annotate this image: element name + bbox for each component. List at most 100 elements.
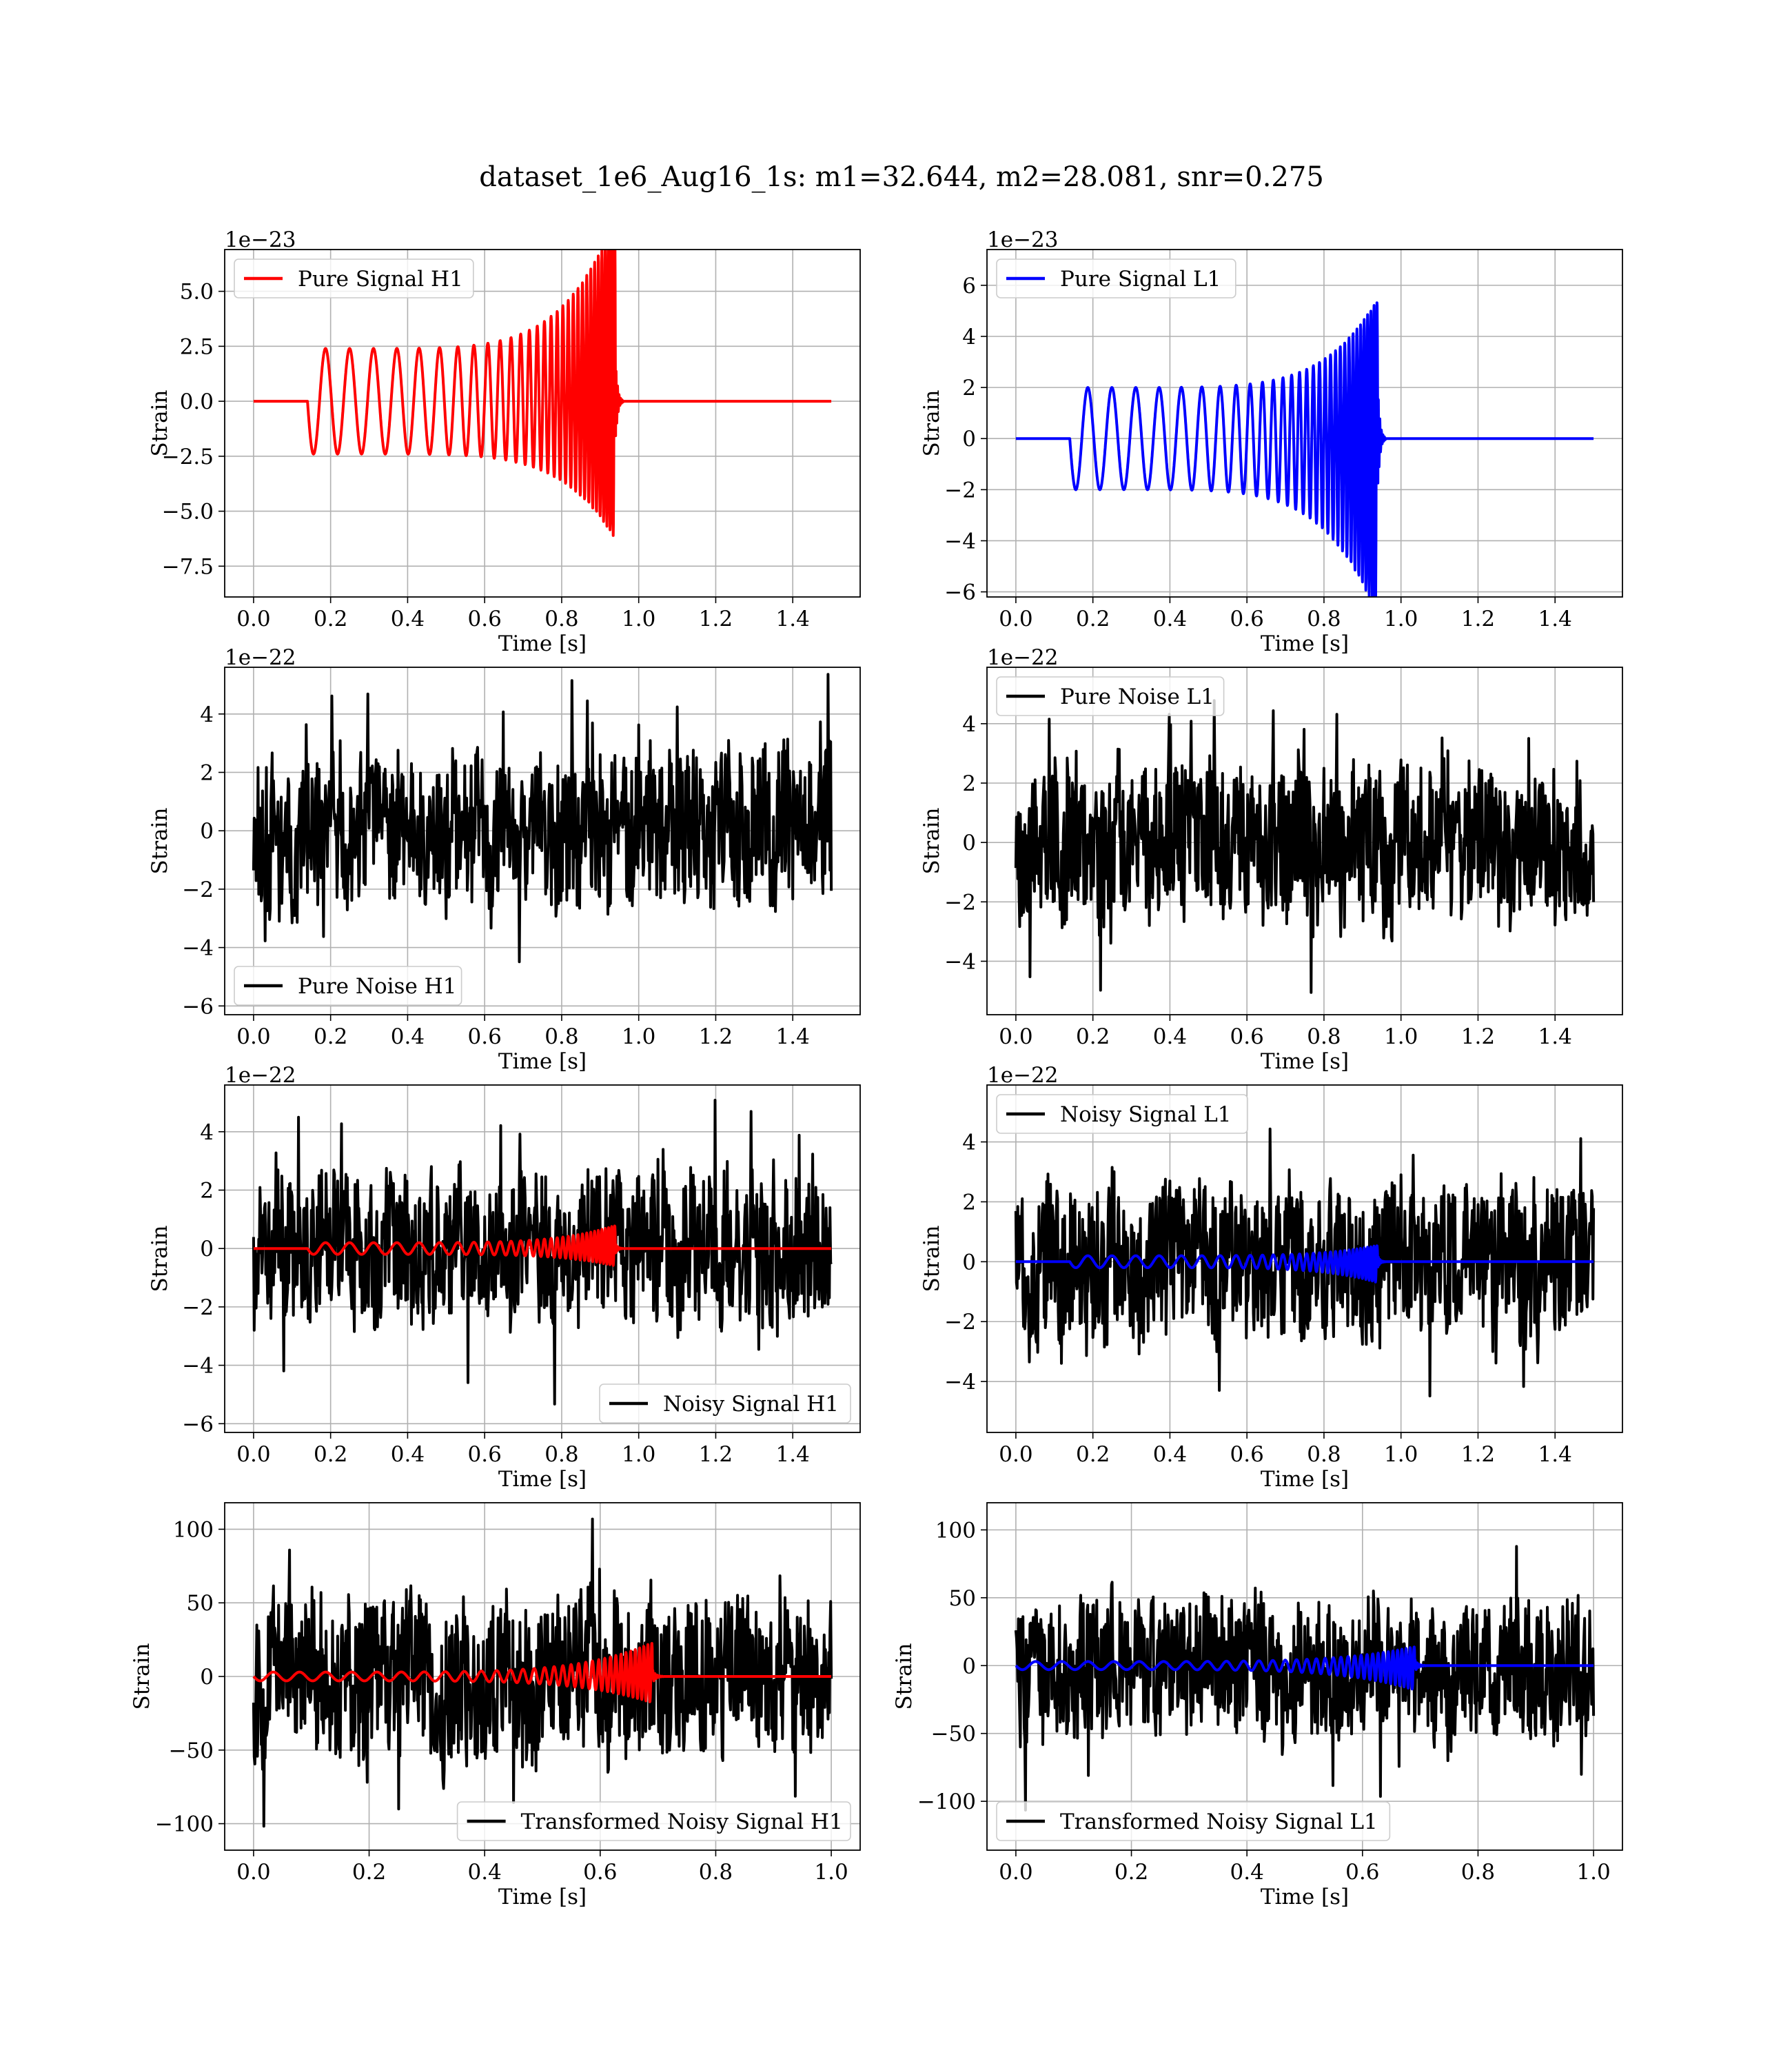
y-tick-label: 2 <box>962 1190 976 1215</box>
x-axis-label: Time [s] <box>1261 631 1349 656</box>
y-tick-label: −4 <box>944 1370 976 1395</box>
y-tick-label: −4 <box>944 949 976 974</box>
x-tick-label: 0.4 <box>391 607 425 631</box>
x-tick-label: 1.0 <box>1576 1860 1610 1885</box>
legend-label: Pure Noise H1 <box>298 974 456 999</box>
legend-label: Noisy Signal H1 <box>663 1392 839 1417</box>
y-axis-label: Strain <box>147 808 172 875</box>
x-tick-label: 1.4 <box>776 1024 810 1049</box>
plot-area <box>1015 301 1595 597</box>
y-tick-label: −6 <box>944 580 976 605</box>
y-tick-label: 0 <box>200 1237 214 1261</box>
axis-offset-text: 1e−22 <box>225 645 296 670</box>
series-line-pure-noise-l1 <box>1014 699 1596 994</box>
legend-label: Noisy Signal L1 <box>1060 1102 1232 1127</box>
y-tick-label: 0 <box>962 831 976 855</box>
legend: Transformed Noisy Signal H1 <box>456 1801 851 1841</box>
x-tick-label: 0.4 <box>1153 1442 1187 1467</box>
x-axis-label: Time [s] <box>498 1049 587 1074</box>
subplot-1: 0.0 0.2 0.4 0.6 0.8 1.0 1.2 1.4 −7.5 −5.0 −2.5 0.0 2… <box>147 227 861 656</box>
y-axis-label: Strain <box>919 390 944 457</box>
subplot-3: 0.0 0.2 0.4 0.6 0.8 1.0 1.2 1.4 −6 −4 −2 0 2 4 Time [s… <box>147 645 861 1074</box>
x-tick-label: 0.0 <box>999 1442 1032 1467</box>
x-tick-label: 0.4 <box>1153 1024 1187 1049</box>
y-tick-label: −2 <box>182 1295 214 1320</box>
axis-offset-text: 1e−23 <box>987 227 1059 252</box>
y-tick-label: −100 <box>155 1812 214 1837</box>
subplot-8: 0.0 0.2 0.4 0.6 0.8 1.0 −100 −50 0 50 100 Time [s] S… <box>892 1502 1623 1909</box>
x-axis-label: Time [s] <box>1261 1467 1349 1492</box>
x-tick-label: 0.2 <box>352 1860 386 1885</box>
x-tick-label: 0.0 <box>999 1024 1032 1049</box>
y-tick-label: 2 <box>200 760 214 785</box>
legend-label: Transformed Noisy Signal L1 <box>1060 1810 1378 1834</box>
x-tick-label: 0.2 <box>1076 607 1110 631</box>
x-tick-label: 0.6 <box>1230 607 1264 631</box>
y-axis-label: Strain <box>919 808 944 875</box>
x-tick-label: 0.2 <box>314 1024 347 1049</box>
x-tick-label: 1.0 <box>814 1860 848 1885</box>
axis-offset-text: 1e−22 <box>987 1063 1059 1088</box>
x-tick-label: 1.4 <box>776 607 810 631</box>
series-line-pure-signal-h1 <box>252 250 833 537</box>
x-tick-label: 0.2 <box>1114 1860 1148 1885</box>
x-tick-label: 1.0 <box>1384 1442 1418 1467</box>
x-tick-label: 1.2 <box>1461 1024 1495 1049</box>
x-tick-label: 0.2 <box>1076 1024 1110 1049</box>
x-tick-label: 1.4 <box>776 1442 810 1467</box>
series-line-signal-overlay <box>252 1224 833 1267</box>
y-tick-label: 4 <box>962 712 976 737</box>
x-tick-label: 0.6 <box>468 607 502 631</box>
y-tick-label: 2.5 <box>180 334 214 359</box>
legend-label: Pure Noise L1 <box>1060 685 1214 709</box>
x-tick-label: 0.6 <box>1345 1860 1379 1885</box>
axis-offset-text: 1e−23 <box>225 227 296 252</box>
subplot-grid: 0.0 0.2 0.4 0.6 0.8 1.0 1.2 1.4 −7.5 −5.0 −2.5 0.0 2… <box>130 227 1623 1909</box>
axes-frame <box>224 249 861 598</box>
x-tick-label: 1.0 <box>622 1442 655 1467</box>
x-tick-label: 1.2 <box>1461 1442 1495 1467</box>
x-tick-label: 0.8 <box>1307 1024 1341 1049</box>
x-tick-label: 1.0 <box>1384 1024 1418 1049</box>
series-line-pure-noise-h1 <box>252 673 833 964</box>
series-line-signal-overlay <box>1015 1244 1595 1284</box>
axes-frame <box>224 1084 861 1433</box>
x-tick-label: 0.2 <box>1076 1442 1110 1467</box>
x-tick-label: 0.2 <box>314 607 347 631</box>
subplot-5: 0.0 0.2 0.4 0.6 0.8 1.0 1.2 1.4 −6 −4 −2 0 2 4 Time [s… <box>147 1063 861 1492</box>
legend-box <box>996 676 1225 716</box>
y-tick-label: 4 <box>962 325 976 349</box>
legend: Pure Noise L1 <box>996 676 1225 716</box>
y-tick-label: 100 <box>935 1518 976 1543</box>
axes-frame <box>986 1502 1623 1851</box>
x-tick-label: 0.6 <box>1230 1024 1264 1049</box>
y-tick-label: −5.0 <box>162 500 214 525</box>
series-line-transformed-noisy-signal-l1 <box>1014 1545 1596 1812</box>
legend-label: Pure Signal L1 <box>1060 267 1221 292</box>
subplot-7: 0.0 0.2 0.4 0.6 0.8 1.0 −100 −50 0 50 100 Time [s] S… <box>130 1502 861 1909</box>
subplot-2: 0.0 0.2 0.4 0.6 0.8 1.0 1.2 1.4 −6 −4 −2 0 2 4 6 Time [… <box>919 227 1623 656</box>
y-tick-label: −6 <box>182 1412 214 1437</box>
series-line-noisy-signal-l1 <box>1014 1127 1596 1398</box>
legend-box <box>996 258 1236 298</box>
plot-area <box>252 1099 833 1406</box>
x-tick-label: 1.2 <box>699 1024 733 1049</box>
x-tick-label: 0.6 <box>583 1860 617 1885</box>
figure-title: dataset_1e6_Aug16_1s: m1=32.644, m2=28.0… <box>479 161 1324 193</box>
y-tick-label: 6 <box>962 274 976 298</box>
y-tick-label: 50 <box>949 1586 976 1611</box>
y-tick-label: −2 <box>944 890 976 915</box>
y-tick-label: 5.0 <box>180 280 214 305</box>
legend: Pure Signal H1 <box>234 258 474 298</box>
legend: Pure Signal L1 <box>996 258 1236 298</box>
y-axis-label: Strain <box>130 1643 154 1710</box>
y-axis-label: Strain <box>892 1643 917 1710</box>
plot-area <box>252 250 833 537</box>
legend-box <box>996 1801 1391 1841</box>
subplot-4: 0.0 0.2 0.4 0.6 0.8 1.0 1.2 1.4 −4 −2 0 2 4 Time [s] S… <box>919 645 1623 1074</box>
y-tick-label: 0 <box>200 1665 214 1690</box>
y-tick-label: 2 <box>962 771 976 796</box>
axes-frame <box>986 1084 1623 1433</box>
legend-box <box>599 1383 851 1423</box>
x-tick-label: 0.6 <box>468 1024 502 1049</box>
